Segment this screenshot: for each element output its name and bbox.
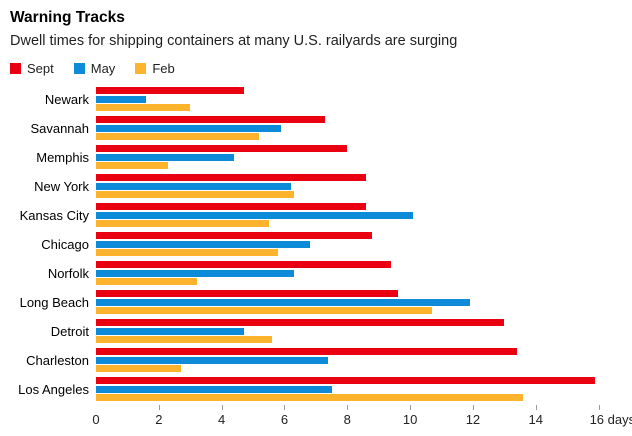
bar-sept-detroit (96, 319, 505, 327)
bar-feb-norfolk (96, 278, 197, 286)
chart-legend: Sept May Feb (10, 61, 632, 76)
bar-sept-charleston (96, 348, 517, 356)
chart-row-los-angeles: Los Angeles (0, 375, 632, 404)
bar-group-kansas-city (96, 203, 630, 228)
bar-group-memphis (96, 145, 630, 170)
bar-group-chicago (96, 232, 630, 257)
axis-tick-12 (472, 404, 474, 410)
axis-tick-16 (598, 404, 600, 410)
category-label-memphis: Memphis (36, 149, 89, 165)
legend-label-feb: Feb (152, 60, 175, 76)
category-label-detroit: Detroit (50, 323, 89, 339)
bar-group-newark (96, 87, 630, 112)
bar-group-savannah (96, 116, 630, 141)
bar-group-long-beach (96, 290, 630, 315)
category-label-chicago: Chicago (41, 236, 89, 252)
bar-sept-new-york (96, 174, 367, 182)
bar-feb-kansas-city (96, 220, 269, 228)
bar-sept-chicago (96, 232, 373, 240)
bar-feb-long-beach (96, 307, 433, 315)
bar-feb-savannah (96, 133, 260, 141)
chart-row-norfolk: Norfolk (0, 259, 632, 288)
bar-feb-memphis (96, 162, 169, 170)
axis-tick-label-4: 4 (218, 411, 226, 427)
chart-row-detroit: Detroit (0, 317, 632, 346)
chart-row-new-york: New York (0, 172, 632, 201)
chart-row-kansas-city: Kansas City (0, 201, 632, 230)
axis-tick-6 (284, 404, 286, 410)
x-axis: 0 2 4 6 8 10 12 14 16 days (92, 404, 632, 430)
bar-sept-los-angeles (96, 377, 596, 385)
legend-item-sept: Sept (10, 61, 54, 76)
bar-may-los-angeles (96, 385, 332, 393)
legend-swatch-feb (135, 62, 147, 74)
bar-feb-los-angeles (96, 394, 524, 402)
axis-tick-label-14: 14 (528, 411, 543, 427)
bar-group-charleston (96, 348, 630, 373)
axis-tick-label-8: 8 (343, 411, 351, 427)
bar-may-kansas-city (96, 211, 414, 219)
bar-sept-savannah (96, 116, 326, 124)
legend-label-may: May (90, 60, 116, 76)
legend-label-sept: Sept (27, 60, 54, 76)
bar-may-newark (96, 95, 147, 103)
axis-tick-2 (158, 404, 160, 410)
category-label-los-angeles: Los Angeles (18, 381, 89, 397)
chart-row-chicago: Chicago (0, 230, 632, 259)
bar-group-los-angeles (96, 377, 630, 402)
chart-row-charleston: Charleston (0, 346, 632, 375)
chart-row-savannah: Savannah (0, 114, 632, 143)
category-label-kansas-city: Kansas City (19, 207, 89, 223)
axis-tick-label-10: 10 (402, 411, 418, 427)
chart-header: Warning Tracks Dwell times for shipping … (0, 0, 632, 50)
bar-may-detroit (96, 327, 244, 335)
bar-may-chicago (96, 240, 310, 248)
bar-group-detroit (96, 319, 630, 344)
axis-tick-14 (535, 404, 537, 410)
chart-title: Warning Tracks (10, 9, 125, 26)
category-label-long-beach: Long Beach (19, 294, 89, 310)
chart-subtitle: Dwell times for shipping containers at m… (10, 32, 458, 49)
bar-feb-chicago (96, 249, 279, 257)
axis-tick-label-12: 12 (465, 411, 481, 427)
axis-tick-label-0: 0 (92, 411, 100, 427)
bar-may-norfolk (96, 269, 294, 277)
axis-tick-label-2: 2 (155, 411, 163, 427)
bar-sept-memphis (96, 145, 348, 153)
legend-item-feb: Feb (135, 60, 175, 76)
axis-tick-4 (221, 404, 223, 410)
category-label-norfolk: Norfolk (47, 265, 89, 281)
bar-may-new-york (96, 182, 291, 190)
legend-item-may: May (73, 60, 116, 76)
bar-group-new-york (96, 174, 630, 199)
chart-row-long-beach: Long Beach (0, 288, 632, 317)
bar-sept-long-beach (96, 290, 398, 298)
category-label-savannah: Savannah (30, 120, 89, 136)
chart-row-memphis: Memphis (0, 143, 632, 172)
axis-tick-label-6: 6 (280, 411, 289, 427)
bar-sept-kansas-city (96, 203, 367, 211)
category-label-new-york: New York (34, 178, 89, 194)
legend-swatch-sept (10, 62, 21, 74)
legend-swatch-may (73, 62, 85, 74)
axis-tick-10 (410, 404, 412, 410)
category-label-charleston: Charleston (26, 352, 89, 368)
bar-feb-new-york (96, 191, 294, 199)
bar-sept-newark (96, 87, 244, 95)
axis-tick-8 (347, 404, 349, 410)
bar-sept-norfolk (96, 261, 392, 269)
bar-feb-newark (96, 104, 191, 112)
bar-feb-detroit (96, 336, 272, 344)
bar-feb-charleston (96, 365, 181, 373)
bar-may-long-beach (96, 298, 470, 306)
axis-tick-label-16: 16 days (589, 411, 632, 427)
bar-chart: Newark Savannah Memphis New York Kansas City… (0, 85, 632, 404)
bar-may-savannah (96, 124, 282, 132)
bar-group-norfolk (96, 261, 630, 286)
bar-may-charleston (96, 356, 329, 364)
bar-may-memphis (96, 153, 235, 161)
chart-row-newark: Newark (0, 85, 632, 114)
category-label-newark: Newark (44, 91, 89, 107)
